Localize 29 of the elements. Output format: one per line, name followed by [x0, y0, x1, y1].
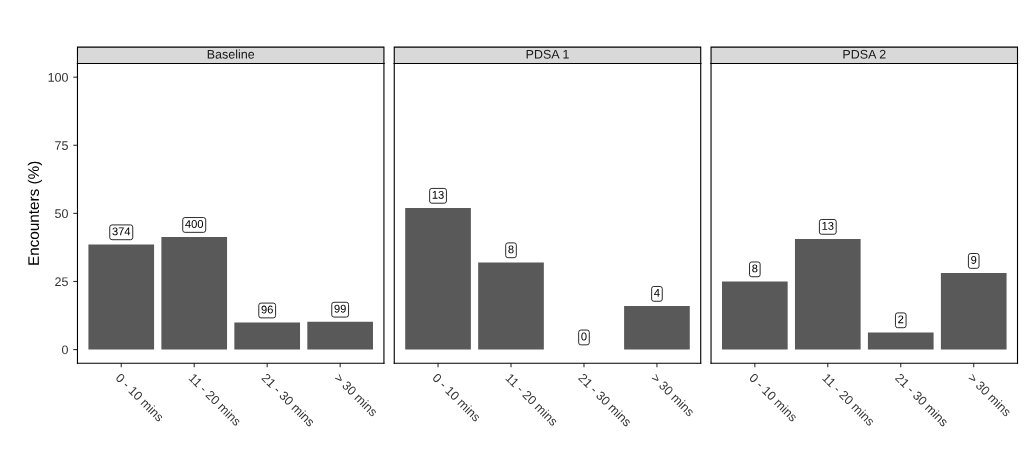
bar	[234, 322, 301, 350]
y-tick-label: 100	[48, 72, 68, 82]
annotation: 400	[185, 220, 204, 228]
bar	[867, 332, 934, 350]
y-tick-label: 75	[55, 141, 68, 150]
y-tick-label: 25	[55, 277, 68, 287]
bar	[721, 281, 788, 350]
chart-title: PDSA 2	[843, 49, 886, 59]
bar	[161, 237, 228, 350]
annotation: 8	[752, 264, 758, 273]
bar	[88, 244, 155, 350]
bar	[940, 273, 1007, 350]
annotation: 4	[654, 289, 660, 297]
annotation: 0	[581, 332, 587, 341]
annotation: 96	[261, 305, 273, 314]
chart-title: PDSA 1	[526, 49, 569, 59]
annotation: 8	[508, 245, 514, 254]
annotation: 13	[822, 221, 834, 230]
annotation: 9	[971, 256, 977, 264]
annotation: 13	[432, 190, 444, 199]
chart-title: Baseline	[207, 49, 255, 59]
bar	[307, 321, 373, 350]
y-axis-title: Encounters (%)	[27, 161, 43, 265]
y-tick-label: 0	[61, 345, 68, 355]
annotation: 2	[898, 315, 904, 324]
bar	[794, 238, 861, 350]
y-tick-label: 50	[55, 209, 68, 219]
annotation: 99	[334, 304, 346, 313]
annotation: 374	[112, 227, 131, 236]
